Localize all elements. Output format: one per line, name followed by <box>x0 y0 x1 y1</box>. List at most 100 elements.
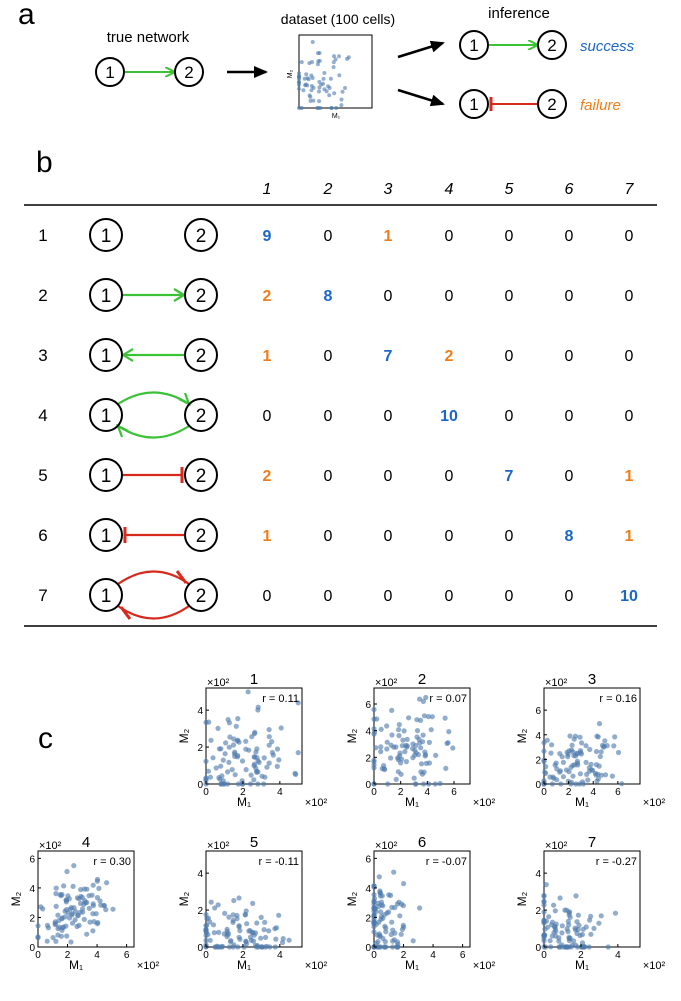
thumbnail-point <box>327 93 332 98</box>
data-point <box>82 898 88 904</box>
data-point <box>404 736 410 743</box>
data-point <box>94 878 100 884</box>
network-node-label: 2 <box>196 466 207 487</box>
data-point <box>418 745 424 751</box>
data-point <box>272 926 278 932</box>
table-row: 7 1 2 0 0 0 0 0 0 10 <box>38 570 638 620</box>
data-point <box>574 751 581 757</box>
data-point <box>61 883 67 889</box>
data-point <box>215 725 221 732</box>
data-point <box>541 899 547 905</box>
data-point <box>35 935 41 941</box>
table-cell: 0 <box>445 288 454 305</box>
network-node-label: 1 <box>101 466 112 487</box>
data-point <box>573 781 579 787</box>
data-point <box>236 934 242 940</box>
data-point <box>425 714 432 720</box>
data-point <box>251 761 258 767</box>
x-tick-label: 4 <box>425 787 431 798</box>
inhibition-bar <box>119 606 132 620</box>
data-point <box>242 911 248 918</box>
data-point <box>210 922 217 928</box>
y-tick-label: 2 <box>535 755 541 766</box>
data-point <box>266 928 272 934</box>
data-point <box>236 895 242 901</box>
data-point <box>399 926 405 933</box>
table-cell: 0 <box>565 288 574 305</box>
data-point <box>52 919 58 925</box>
data-point <box>388 742 394 748</box>
x-tick-label: 0 <box>203 787 209 798</box>
thumbnail-point <box>329 106 334 110</box>
row-label: 6 <box>38 526 47 545</box>
data-point <box>207 937 213 943</box>
data-point <box>553 760 559 766</box>
table-cell: 8 <box>324 288 333 305</box>
node-1 <box>459 89 489 119</box>
data-point <box>546 914 552 920</box>
data-point <box>423 760 429 767</box>
thumbnail-point <box>337 73 342 78</box>
thumbnail-point <box>297 86 301 91</box>
correlation-label: r = 0.30 <box>93 856 131 868</box>
data-point <box>548 944 554 950</box>
thumbnail-point <box>331 60 336 65</box>
table-cell: 0 <box>625 228 634 245</box>
y-tick-label: 2 <box>365 913 371 924</box>
data-point <box>570 773 576 779</box>
data-point <box>225 781 231 787</box>
data-point <box>74 895 80 901</box>
table-cell: 0 <box>324 528 333 545</box>
data-point <box>64 868 70 875</box>
x-axis-label: M₁ <box>405 795 419 809</box>
data-point <box>59 916 65 922</box>
data-point <box>541 892 547 899</box>
data-point <box>272 944 278 950</box>
data-point <box>591 925 597 932</box>
data-point <box>552 908 558 914</box>
data-point <box>89 892 95 898</box>
y-tick-label: 2 <box>29 913 35 924</box>
data-point <box>90 901 96 907</box>
table-cell: 0 <box>384 528 393 545</box>
data-point <box>394 944 400 950</box>
table-cell: 0 <box>324 408 333 425</box>
table-cell: 2 <box>263 468 272 485</box>
x-tick-label: 4 <box>590 787 596 798</box>
data-point <box>234 916 240 922</box>
thumbnail-point <box>340 89 345 94</box>
data-point <box>384 723 390 729</box>
y-tick-label: 4 <box>365 727 371 738</box>
network-node <box>184 278 218 312</box>
data-point <box>379 893 385 899</box>
thumbnail-point <box>303 82 308 87</box>
node-2 <box>537 30 567 60</box>
thumbnail-point <box>333 57 338 62</box>
data-point <box>547 938 553 944</box>
data-point <box>226 759 232 765</box>
data-point <box>394 901 400 907</box>
y-scale-label: ×10² <box>207 840 230 852</box>
table-cell: 2 <box>445 348 454 365</box>
data-point <box>68 939 74 945</box>
data-point <box>235 716 241 722</box>
data-point <box>428 727 434 733</box>
correlation-label: r = 0.11 <box>262 693 299 705</box>
y-tick-label: 4 <box>29 884 35 895</box>
thumbnail-point <box>339 97 344 102</box>
column-header: 5 <box>505 181 514 198</box>
data-point <box>203 775 209 781</box>
data-point <box>226 944 233 950</box>
thumbnail-point <box>315 62 320 67</box>
data-point <box>233 723 239 729</box>
data-point <box>247 781 254 787</box>
data-point <box>251 754 257 760</box>
thumbnail-point <box>327 86 332 90</box>
data-point <box>96 885 102 892</box>
data-point <box>72 908 78 915</box>
table-cell: 2 <box>263 288 272 305</box>
x-tick-label: 6 <box>615 787 621 798</box>
data-point <box>398 931 404 937</box>
